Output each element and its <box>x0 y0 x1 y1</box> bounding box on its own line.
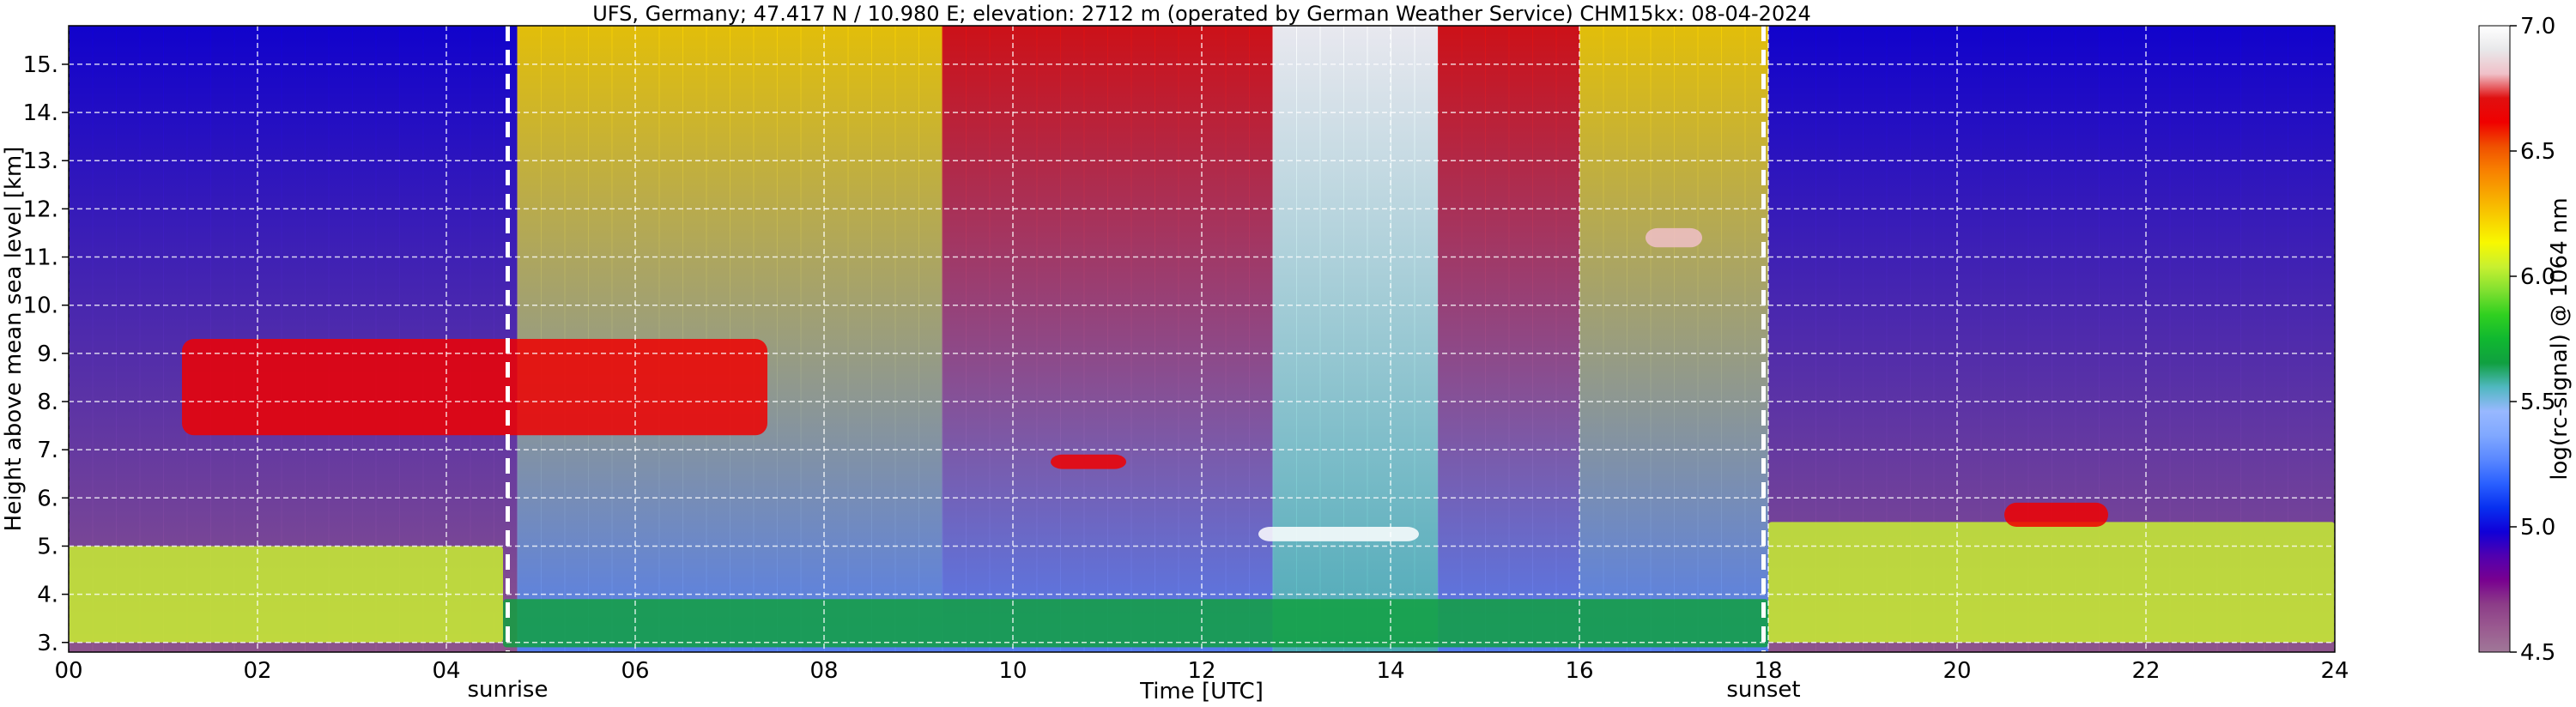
y-axis-label: Height above mean sea level [km] <box>1 147 27 532</box>
x-tick-label: 22 <box>2131 658 2160 684</box>
colorbar-tick-label: 7.0 <box>2520 14 2555 39</box>
x-tick-label: 00 <box>54 658 82 684</box>
x-tick-label: 16 <box>1565 658 1593 684</box>
feature-3 <box>182 339 767 436</box>
y-tick-label: 6. <box>37 486 58 511</box>
x-tick-label: 08 <box>809 658 838 684</box>
feature-6 <box>1646 227 1702 248</box>
feature-5 <box>1258 527 1419 541</box>
y-tick-label: 15. <box>23 52 58 78</box>
colorbar-label: log(rc-signal) @ 1064 nm <box>2547 197 2573 480</box>
feature-2 <box>1768 522 2335 643</box>
x-tick-label: 12 <box>1187 658 1215 684</box>
x-tick-label: 20 <box>1943 658 1971 684</box>
y-tick-label: 13. <box>23 148 58 174</box>
y-tick-label: 10. <box>23 293 58 319</box>
x-tick-label: 04 <box>432 658 460 684</box>
y-tick-label: 12. <box>23 196 58 222</box>
x-tick-label: 24 <box>2320 658 2349 684</box>
feature-4 <box>1051 454 1126 469</box>
feature-7 <box>2004 502 2108 527</box>
colorbar-tick-label: 4.5 <box>2520 640 2555 666</box>
sunset-label: sunset <box>1726 677 1800 703</box>
y-tick-label: 3. <box>37 631 58 656</box>
y-tick-label: 8. <box>37 390 58 415</box>
x-tick-label: 06 <box>621 658 649 684</box>
y-tick-label: 4. <box>37 583 58 608</box>
x-tick-label: 14 <box>1376 658 1404 684</box>
colorbar-tick-label: 6.0 <box>2520 264 2555 290</box>
feature-1 <box>503 599 1768 648</box>
y-tick-label: 5. <box>37 534 58 559</box>
plot-area: sunrise sunset 00 02 04 06 08 10 12 14 16 18 20 22 24… <box>23 25 2349 703</box>
chart-title: UFS, Germany; 47.417 N / 10.980 E; eleva… <box>592 2 1811 26</box>
y-tick-label: 14. <box>23 100 58 126</box>
x-axis-label: Time [UTC] <box>1139 679 1264 704</box>
x-tick-label: 18 <box>1754 658 1782 684</box>
x-tick-label: 10 <box>998 658 1027 684</box>
grid <box>68 26 2336 652</box>
sunrise-label: sunrise <box>468 677 549 703</box>
x-tick-label: 02 <box>243 658 271 684</box>
colorbar: 4.5 5.0 5.5 6.0 6.5 7.0 log(rc-signal) @ 1064… <box>2478 14 2573 666</box>
colorbar-tick-label: 6.5 <box>2520 139 2555 165</box>
colorbar-tick-label: 5.5 <box>2520 390 2555 415</box>
colorbar-tick-label: 5.0 <box>2520 515 2555 541</box>
y-tick-label: 9. <box>37 341 58 367</box>
y-tick-label: 7. <box>37 438 58 463</box>
y-tick-label: 11. <box>23 245 58 271</box>
